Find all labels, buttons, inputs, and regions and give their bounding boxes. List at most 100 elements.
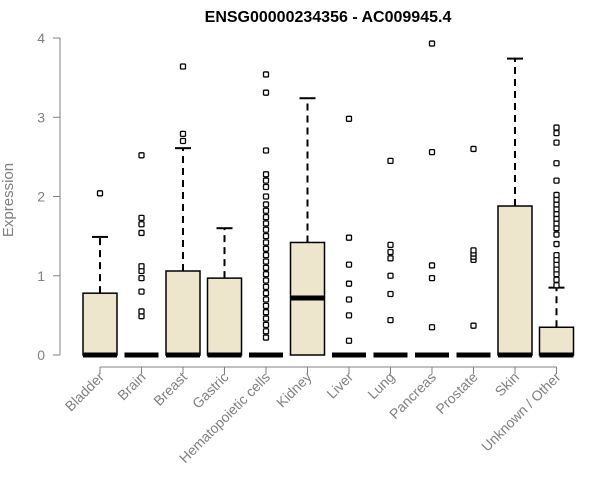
box-breast (165, 63, 201, 358)
outlier-point (262, 239, 270, 246)
y-tick-label: 3 (37, 109, 45, 125)
category-label: Bladder (62, 369, 108, 415)
outlier-point (387, 255, 394, 262)
outlier-point (262, 89, 270, 96)
outlier-point (553, 240, 560, 248)
outlier-point (262, 258, 270, 265)
outlier-point (262, 183, 270, 191)
y-axis-label: Expression (0, 163, 17, 237)
category-label: Kidney (273, 369, 315, 411)
chart-title: ENSG00000234356 - AC009945.4 (205, 9, 452, 26)
outlier-point (179, 137, 187, 145)
outlier-point (262, 232, 270, 240)
outlier-point (428, 262, 436, 269)
outlier-point (138, 221, 145, 228)
outlier-point (428, 274, 436, 282)
outlier-point (262, 147, 270, 154)
outlier-point (345, 261, 353, 268)
y-tick-label: 1 (37, 268, 45, 284)
outlier-point (262, 296, 270, 303)
outlier-point (138, 308, 145, 315)
category-label: Unknown / Other (478, 369, 564, 455)
outlier-point (553, 124, 560, 131)
category-label: Lung (364, 369, 397, 402)
category-label: Skin (492, 369, 523, 400)
outlier-point (470, 247, 477, 254)
box-hematopoietic-cells (249, 71, 283, 358)
outlier-point (138, 263, 145, 270)
outlier-point (262, 171, 270, 178)
boxes-group (82, 40, 575, 358)
outlier-point (262, 321, 270, 329)
box-gastric (206, 227, 243, 358)
box-rect (82, 292, 118, 356)
outlier-point (262, 201, 270, 208)
outlier-point (345, 296, 353, 303)
outlier-point (428, 148, 436, 156)
outlier-point (262, 177, 270, 184)
category-label: Prostate (432, 369, 480, 417)
outlier-point (262, 271, 270, 278)
y-tick-label: 2 (37, 189, 45, 205)
y-tick-label: 0 (37, 347, 45, 363)
outlier-point (553, 231, 560, 238)
outlier-point (262, 315, 270, 322)
outlier-point (387, 157, 394, 164)
outlier-point (553, 177, 560, 184)
outlier-point (262, 213, 270, 221)
category-label: Breast (150, 369, 190, 409)
y-axis: 0 1 2 3 4 (37, 30, 61, 363)
category-label: Brain (114, 369, 148, 403)
outlier-point (387, 241, 394, 248)
outlier-point (179, 130, 187, 138)
outlier-point (262, 283, 270, 290)
outlier-point (138, 229, 145, 237)
outlier-point (553, 139, 560, 146)
outlier-point (553, 282, 560, 289)
outlier-point (553, 160, 560, 167)
outlier-point (262, 71, 270, 78)
outlier-point (262, 245, 270, 252)
outlier-point (138, 274, 145, 282)
box-unknown-other (538, 124, 575, 358)
outlier-point (262, 251, 270, 259)
outlier-point (345, 115, 353, 122)
outlier-point (262, 334, 270, 341)
box-pancreas (415, 40, 449, 358)
box-rect (497, 205, 533, 356)
outlier-point (179, 63, 187, 70)
box-prostate (456, 145, 491, 358)
outlier-point (345, 337, 353, 344)
box-rect (538, 326, 575, 356)
outlier-point (262, 290, 270, 297)
outlier-point (138, 152, 145, 159)
box-kidney (289, 97, 326, 356)
outlier-point (262, 328, 270, 335)
y-tick-label: 4 (37, 30, 45, 46)
outlier-point (345, 280, 353, 287)
outlier-point (138, 214, 145, 222)
outlier-point (387, 290, 394, 298)
box-rect (206, 277, 243, 356)
outlier-point (470, 322, 477, 329)
outlier-point (262, 226, 270, 233)
outlier-point (138, 288, 145, 295)
outlier-point (553, 276, 560, 283)
outlier-point (262, 264, 270, 271)
outlier-point (428, 324, 436, 331)
outlier-point (553, 251, 560, 259)
outlier-point (387, 248, 394, 256)
box-bladder (82, 190, 118, 358)
outlier-point (96, 190, 104, 197)
outlier-point (387, 272, 394, 279)
outlier-point (345, 312, 353, 319)
outlier-point (387, 316, 394, 324)
outlier-point (262, 193, 270, 200)
outlier-point (470, 145, 477, 153)
outlier-point (345, 234, 353, 241)
box-brain (124, 152, 159, 358)
outlier-point (262, 302, 270, 310)
box-liver (332, 115, 366, 358)
outlier-point (553, 129, 560, 137)
